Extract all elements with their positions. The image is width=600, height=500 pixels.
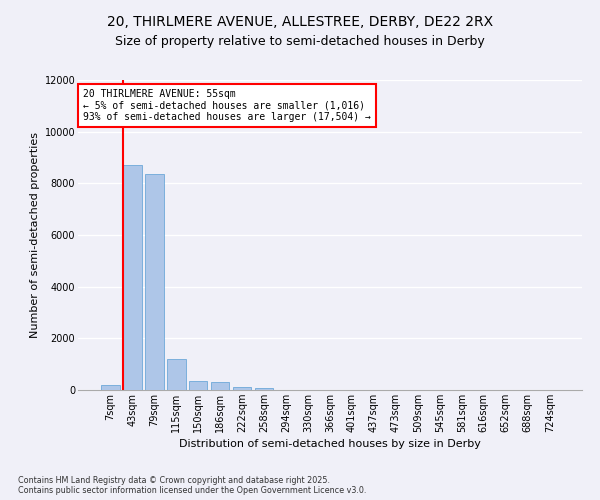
Bar [167, 359, 185, 390]
Text: Contains HM Land Registry data © Crown copyright and database right 2025.
Contai: Contains HM Land Registry data © Crown c… [18, 476, 367, 495]
Y-axis label: Number of semi-detached properties: Number of semi-detached properties [31, 132, 40, 338]
Bar [255, 388, 274, 390]
Text: Size of property relative to semi-detached houses in Derby: Size of property relative to semi-detach… [115, 35, 485, 48]
Bar [145, 174, 164, 390]
Bar [189, 381, 208, 390]
Bar [123, 165, 142, 390]
Bar [101, 385, 119, 390]
Text: 20 THIRLMERE AVENUE: 55sqm
← 5% of semi-detached houses are smaller (1,016)
93% : 20 THIRLMERE AVENUE: 55sqm ← 5% of semi-… [83, 90, 371, 122]
X-axis label: Distribution of semi-detached houses by size in Derby: Distribution of semi-detached houses by … [179, 439, 481, 449]
Bar [233, 388, 251, 390]
Bar [211, 382, 229, 390]
Text: 20, THIRLMERE AVENUE, ALLESTREE, DERBY, DE22 2RX: 20, THIRLMERE AVENUE, ALLESTREE, DERBY, … [107, 15, 493, 29]
